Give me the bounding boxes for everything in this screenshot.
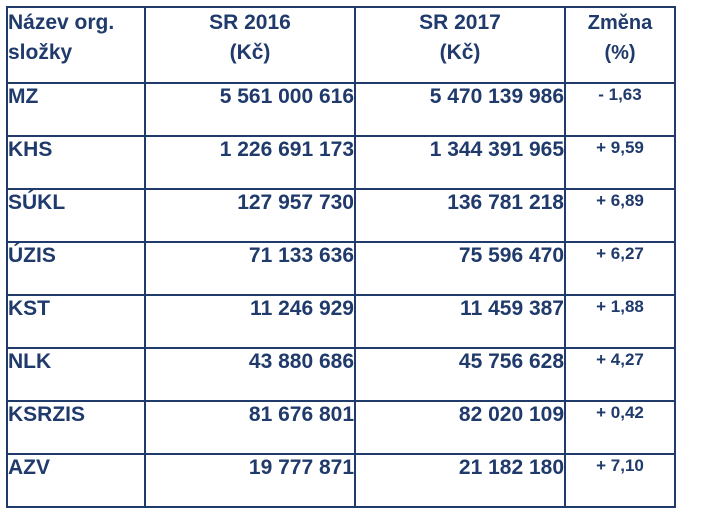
- table-row: KST 11 246 929 11 459 387 + 1,88: [6, 294, 676, 349]
- sr2016-cell: 81 676 801: [144, 400, 356, 455]
- table-row: MZ 5 561 000 616 5 470 139 986- 1,63: [6, 82, 676, 137]
- sr2016-cell: 43 880 686: [144, 347, 356, 402]
- change-cell: + 6,27: [564, 241, 676, 296]
- header-change-line2: (%): [604, 42, 636, 64]
- budget-table: Název org. složky SR 2016 (Kč) SR 2017 (…: [6, 6, 676, 508]
- sr2016-cell: 127 957 730: [144, 188, 356, 243]
- org-unit-cell: ÚZIS: [6, 241, 146, 296]
- change-cell: + 0,42: [564, 400, 676, 455]
- org-unit-cell: SÚKL: [6, 188, 146, 243]
- header-change: Změna (%): [564, 6, 676, 84]
- sr2017-cell: 1 344 391 965: [354, 135, 566, 190]
- header-sr2016-line2: (Kč): [229, 41, 271, 64]
- sr2017-cell: 75 596 470: [354, 241, 566, 296]
- change-cell: + 6,89: [564, 188, 676, 243]
- table-row: KSRZIS 81 676 801 82 020 109 + 0,42: [6, 400, 676, 455]
- change-cell: + 9,59: [564, 135, 676, 190]
- sr2017-cell: 82 020 109: [354, 400, 566, 455]
- sr2016-cell: 71 133 636: [144, 241, 356, 296]
- org-unit-cell: KSRZIS: [6, 400, 146, 455]
- sr2016-cell: 11 246 929: [144, 294, 356, 349]
- table-row: KHS 1 226 691 173 1 344 391 965 + 9,59: [6, 135, 676, 190]
- sr2016-cell: 19 777 871: [144, 453, 356, 508]
- header-sr2017-line2: (Kč): [439, 41, 481, 64]
- table-row: NLK 43 880 686 45 756 628 + 4,27: [6, 347, 676, 402]
- header-sr2017: SR 2017 (Kč): [354, 6, 566, 84]
- sr2017-cell: 45 756 628: [354, 347, 566, 402]
- org-unit-cell: MZ: [6, 82, 146, 137]
- table-row: ÚZIS 71 133 636 75 596 470 + 6,27: [6, 241, 676, 296]
- header-row: Název org. složky SR 2016 (Kč) SR 2017 (…: [6, 6, 676, 84]
- change-cell: + 1,88: [564, 294, 676, 349]
- header-org-unit-line2: složky: [8, 41, 73, 64]
- sr2017-cell: 136 781 218: [354, 188, 566, 243]
- header-change-line1: Změna: [587, 12, 653, 34]
- org-unit-cell: AZV: [6, 453, 146, 508]
- org-unit-cell: KST: [6, 294, 146, 349]
- header-org-unit: Název org. složky: [6, 6, 146, 84]
- sr2016-cell: 5 561 000 616: [144, 82, 356, 137]
- change-cell: + 7,10: [564, 453, 676, 508]
- header-sr2016: SR 2016 (Kč): [144, 6, 356, 84]
- header-sr2016-line1: SR 2016: [209, 11, 291, 34]
- org-unit-cell: KHS: [6, 135, 146, 190]
- header-org-unit-line1: Název org.: [8, 11, 115, 34]
- table-row: SÚKL 127 957 730 136 781 218 + 6,89: [6, 188, 676, 243]
- sr2017-cell: 11 459 387: [354, 294, 566, 349]
- header-sr2017-line1: SR 2017: [419, 11, 501, 34]
- table-row: AZV 19 777 871 21 182 180 + 7,10: [6, 453, 676, 508]
- sr2017-cell: 21 182 180: [354, 453, 566, 508]
- change-cell: - 1,63: [564, 82, 676, 137]
- sr2017-cell: 5 470 139 986: [354, 82, 566, 137]
- change-cell: + 4,27: [564, 347, 676, 402]
- org-unit-cell: NLK: [6, 347, 146, 402]
- table-body: Název org. složky SR 2016 (Kč) SR 2017 (…: [6, 6, 676, 508]
- sr2016-cell: 1 226 691 173: [144, 135, 356, 190]
